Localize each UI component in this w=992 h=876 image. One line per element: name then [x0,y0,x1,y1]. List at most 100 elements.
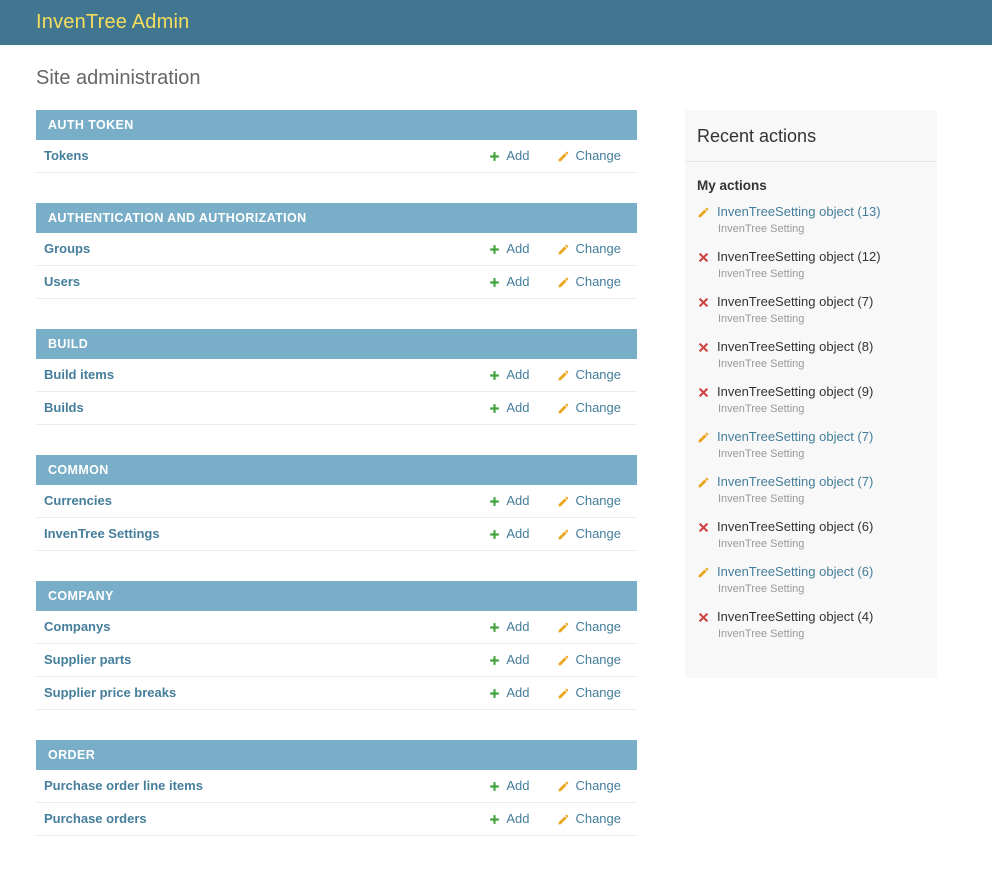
model-link[interactable]: Supplier price breaks [44,685,177,700]
add-link-label: Add [506,685,530,700]
app-module-caption: AUTH TOKEN [36,110,637,140]
model-row: Companys Add Change [36,611,637,644]
change-link[interactable]: Change [557,493,621,509]
model-link[interactable]: Groups [44,241,91,256]
model-link[interactable]: Companys [44,619,111,634]
add-link[interactable]: Add [488,619,529,635]
plus-icon [488,276,501,289]
app-module: ORDER Purchase order line items Add Chan… [36,740,637,836]
recent-action-item: InvenTreeSetting object (8) InvenTree Se… [697,339,925,371]
add-link[interactable]: Add [488,526,529,542]
change-link[interactable]: Change [557,367,621,383]
pencil-icon [697,431,710,444]
recent-action-link[interactable]: InvenTreeSetting object (13) [717,204,881,219]
recent-action-line: InvenTreeSetting object (7) [697,294,925,310]
model-rows: Companys Add Change Supplier parts Add [36,611,637,710]
add-link-label: Add [506,526,530,541]
recent-action-link[interactable]: InvenTreeSetting object (6) [717,564,874,579]
recent-action-line: InvenTreeSetting object (7) [697,474,925,490]
recent-action-line: InvenTreeSetting object (6) [697,519,925,535]
change-link-label: Change [575,493,621,508]
add-link[interactable]: Add [488,400,529,416]
recent-action-line: InvenTreeSetting object (7) [697,429,925,445]
recent-action-item: InvenTreeSetting object (6) InvenTree Se… [697,519,925,551]
brand-title[interactable]: InvenTree Admin [36,11,190,33]
plus-icon [488,243,501,256]
add-link[interactable]: Add [488,778,529,794]
recent-action-link[interactable]: InvenTreeSetting object (7) [717,429,874,444]
model-link[interactable]: Currencies [44,493,112,508]
add-link[interactable]: Add [488,241,529,257]
change-link[interactable]: Change [557,619,621,635]
model-link[interactable]: Purchase order line items [44,778,203,793]
recent-action-meta: InvenTree Setting [718,628,805,640]
recent-action-link[interactable]: InvenTreeSetting object (7) [717,474,874,489]
pencil-icon [557,402,570,415]
change-link-label: Change [575,685,621,700]
recent-action-meta: InvenTree Setting [718,538,805,550]
plus-icon [488,687,501,700]
model-row: Currencies Add Change [36,485,637,518]
app-module: BUILD Build items Add Change Builds Add [36,329,637,425]
model-row: Build items Add Change [36,359,637,392]
change-link[interactable]: Change [557,778,621,794]
model-link[interactable]: Supplier parts [44,652,132,667]
recent-actions-panel: Recent actions My actions InvenTreeSetti… [685,110,937,678]
app-module-caption: BUILD [36,329,637,359]
pencil-icon [557,780,570,793]
plus-icon [488,402,501,415]
add-link-label: Add [506,811,530,826]
pencil-icon [557,621,570,634]
change-link[interactable]: Change [557,274,621,290]
change-link-label: Change [575,526,621,541]
change-link-label: Change [575,241,621,256]
model-link[interactable]: InvenTree Settings [44,526,160,541]
model-row: InvenTree Settings Add Change [36,518,637,551]
pencil-icon [557,687,570,700]
recent-action-item: InvenTreeSetting object (13) InvenTree S… [697,204,925,236]
model-link[interactable]: Build items [44,367,115,382]
model-rows: Groups Add Change Users Add Change [36,233,637,299]
model-link[interactable]: Purchase orders [44,811,147,826]
recent-action-line: InvenTreeSetting object (13) [697,204,925,220]
recent-action-line: InvenTreeSetting object (9) [697,384,925,400]
delete-x-icon [697,521,710,534]
pencil-icon [697,476,710,489]
model-row: Tokens Add Change [36,140,637,173]
add-link[interactable]: Add [488,367,529,383]
model-link[interactable]: Users [44,274,81,289]
add-link[interactable]: Add [488,148,529,164]
add-link[interactable]: Add [488,685,529,701]
change-link[interactable]: Change [557,811,621,827]
recent-action-meta: InvenTree Setting [718,448,805,460]
change-link-label: Change [575,367,621,382]
change-link[interactable]: Change [557,148,621,164]
change-link[interactable]: Change [557,526,621,542]
app-name: ORDER [48,748,96,762]
change-link-label: Change [575,148,621,163]
recent-action-item: InvenTreeSetting object (7) InvenTree Se… [697,294,925,326]
recent-action-label: InvenTreeSetting object (4) [717,609,874,624]
content: Site administration AUTH TOKEN Tokens Ad… [0,45,992,876]
app-module-caption: AUTHENTICATION AND AUTHORIZATION [36,203,637,233]
add-link[interactable]: Add [488,811,529,827]
model-link[interactable]: Tokens [44,148,89,163]
change-link[interactable]: Change [557,400,621,416]
recent-action-label: InvenTreeSetting object (9) [717,384,874,399]
plus-icon [488,654,501,667]
recent-action-line: InvenTreeSetting object (8) [697,339,925,355]
model-link[interactable]: Builds [44,400,84,415]
pencil-icon [557,813,570,826]
change-link[interactable]: Change [557,241,621,257]
plus-icon [488,150,501,163]
model-rows: Purchase order line items Add Change Pur… [36,770,637,836]
app-name: COMMON [48,463,109,477]
add-link[interactable]: Add [488,652,529,668]
model-row: Supplier parts Add Change [36,644,637,677]
change-link[interactable]: Change [557,685,621,701]
add-link[interactable]: Add [488,493,529,509]
app-list: AUTH TOKEN Tokens Add Change AUTHENTICAT… [36,110,637,866]
change-link[interactable]: Change [557,652,621,668]
add-link[interactable]: Add [488,274,529,290]
add-link-label: Add [506,274,530,289]
